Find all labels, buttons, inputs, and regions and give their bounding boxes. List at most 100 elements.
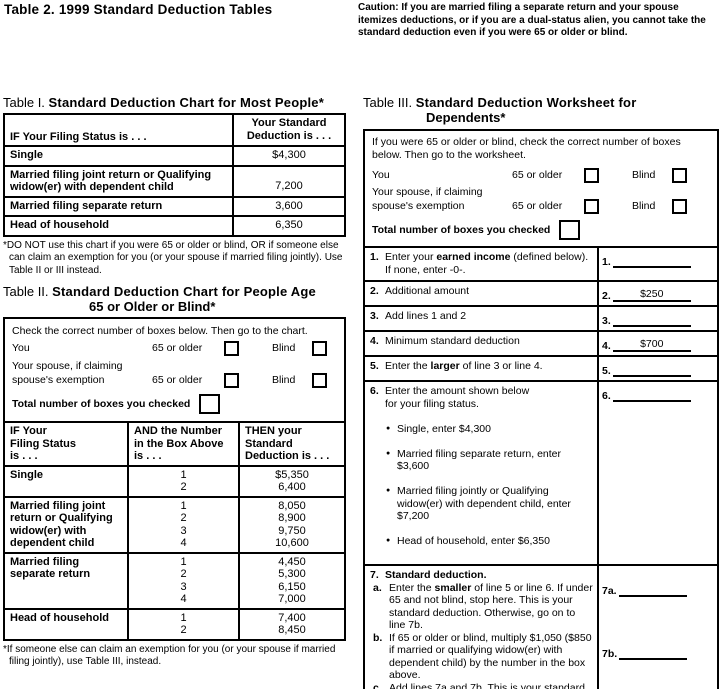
bullet-item: ● Married filing separate return, enter $… <box>386 447 561 473</box>
checkbox-spouse-older[interactable] <box>584 199 599 214</box>
box-number-cell: 1 2 <box>127 607 240 641</box>
filing-status-cell: Married filing joint return or Qualifyin… <box>3 495 129 554</box>
worksheet-line-4: 4. Minimum standard deduction 4. $700 <box>365 332 717 357</box>
bullet-icon: ● <box>386 449 391 457</box>
older-label: 65 or older <box>152 374 203 386</box>
deduction-amount-cell: 7,200 <box>232 164 346 198</box>
table2-group-married-joint: Married filing joint return or Qualifyin… <box>3 495 346 554</box>
total-boxes-label: Total number of boxes you checked <box>372 223 551 236</box>
line7-title: Standard deduction. <box>385 569 487 581</box>
table1-heading: Table I. Standard Deduction Chart for Mo… <box>3 95 346 110</box>
bullet-icon: ● <box>386 537 391 544</box>
line-number: 4. <box>370 335 379 347</box>
worksheet-line-3: 3. Add lines 1 and 2 3. <box>365 307 717 332</box>
caution-note: Caution: If you are married filing a sep… <box>358 2 706 38</box>
line-text: Enter the amount shown below for your fi… <box>385 385 530 410</box>
entry-line-7b[interactable] <box>619 646 688 660</box>
line-text: Additional amount <box>385 285 470 297</box>
you-label: You <box>372 169 390 181</box>
worksheet-line-2: 2. Additional amount 2. $250 <box>365 282 717 307</box>
table2-label: Table II. <box>3 284 49 299</box>
checkbox-total-boxes[interactable] <box>559 220 581 240</box>
entry-line-4[interactable]: $700 <box>612 338 691 352</box>
checkbox-you-blind[interactable] <box>312 341 327 356</box>
deduction-amount-cell: 3,600 <box>232 195 346 217</box>
box-number-cell: 1 2 3 4 <box>127 551 240 610</box>
deduction-amount-cell: 7,400 8,450 <box>238 607 346 641</box>
entry-line-2[interactable]: $250 <box>612 288 691 302</box>
entry-number: 7b. <box>602 648 618 660</box>
checkbox-total-boxes[interactable] <box>199 394 221 414</box>
spouse-label-line1: Your spouse, if claiming <box>372 186 483 198</box>
entry-line-6[interactable] <box>612 388 691 402</box>
table1-row-head-of-household: Head of household 6,350 <box>3 215 346 237</box>
table2-checkbox-panel: Check the correct number of boxes below.… <box>3 317 346 423</box>
entry-number: 5. <box>602 365 611 377</box>
table3-spouse-row: spouse's exemption 65 or older Blind <box>372 199 710 214</box>
spouse-label-line2: spouse's exemption <box>372 200 465 212</box>
table2-total-row: Total number of boxes you checked <box>12 394 337 414</box>
filing-status-cell: Head of household <box>3 607 129 641</box>
table1-col2-header: Your Standard Deduction is . . . <box>232 113 346 147</box>
filing-status-cell: Married filing joint return or Qualifyin… <box>3 164 234 198</box>
blind-label: Blind <box>632 169 656 181</box>
total-boxes-label: Total number of boxes you checked <box>12 397 191 410</box>
checkbox-you-older[interactable] <box>224 341 239 356</box>
checkbox-you-older[interactable] <box>584 168 599 183</box>
table1-col1-header: IF Your Filing Status is . . . <box>3 113 234 147</box>
deduction-amount-cell: $4,300 <box>232 145 346 167</box>
table3-heading: Table III. Standard Deduction Worksheet … <box>363 95 719 110</box>
entry-line-3[interactable] <box>612 313 691 327</box>
entry-line-7a[interactable] <box>618 583 687 597</box>
older-label: 65 or older <box>152 342 203 354</box>
checkbox-spouse-older[interactable] <box>224 373 239 388</box>
page-title: Table 2. 1999 Standard Deduction Tables <box>4 2 273 17</box>
table2-header-row: IF Your Filing Status is . . . AND the N… <box>3 421 346 467</box>
entry-number: 4. <box>602 340 611 352</box>
worksheet-line-5: 5. Enter the larger of line 3 or line 4. … <box>365 357 717 382</box>
older-label: 65 or older <box>512 200 563 212</box>
line-number: 5. <box>370 360 379 372</box>
entry-number: 6. <box>602 390 611 402</box>
table2-chart: IF Your Filing Status is . . . AND the N… <box>3 421 346 641</box>
bullet-item: ● Single, enter $4,300 <box>386 422 491 435</box>
line7b: b. If 65 or older or blind, multiply $1,0… <box>373 631 592 682</box>
table1: IF Your Filing Status is . . . Your Stan… <box>3 113 346 237</box>
line-text: Enter your earned income (defined below)… <box>385 251 589 276</box>
line-number: 6. <box>370 385 379 397</box>
table1-title: Standard Deduction Chart for Most People… <box>48 95 324 110</box>
worksheet-line-7: 7. Standard deduction. a. Enter the smalle… <box>365 566 717 689</box>
line-number: 7. <box>370 569 379 581</box>
entry-number: 2. <box>602 290 611 302</box>
table2-col1-header: IF Your Filing Status is . . . <box>3 421 129 467</box>
entry-line-1[interactable] <box>612 254 691 268</box>
table1-label: Table I. <box>3 95 45 110</box>
deduction-amount-cell: 4,450 5,300 6,150 7,000 <box>238 551 346 610</box>
bullet-item: ● Married filing jointly or Qualifying wi… <box>386 485 571 522</box>
entry-line-5[interactable] <box>612 363 691 377</box>
bullet-item: ● Head of household, enter $6,350 <box>386 535 550 547</box>
checkbox-spouse-blind[interactable] <box>672 199 687 214</box>
blind-label: Blind <box>272 374 296 386</box>
table2-group-married-separate: Married filing separate return 1 2 3 4 4… <box>3 551 346 610</box>
bullet-icon: ● <box>386 424 391 432</box>
you-label: You <box>12 342 30 354</box>
filing-status-cell: Head of household <box>3 215 234 237</box>
entry-number: 7a. <box>602 585 617 597</box>
table3-title-line1: Standard Deduction Worksheet for <box>415 95 637 110</box>
deduction-amount-cell: 8,050 8,900 9,750 10,600 <box>238 495 346 554</box>
table3-total-row: Total number of boxes you checked <box>372 220 710 240</box>
bullet-icon: ● <box>386 487 391 494</box>
deduction-amount-cell: 6,350 <box>232 215 346 237</box>
table2-heading: Table II. Standard Deduction Chart for P… <box>3 284 346 299</box>
blind-label: Blind <box>272 342 296 354</box>
table2-footnote: *If someone else can claim an exemption … <box>3 643 336 668</box>
line-text: Minimum standard deduction <box>385 335 520 347</box>
checkbox-you-blind[interactable] <box>672 168 687 183</box>
table3-label: Table III. <box>363 95 413 110</box>
filing-status-cell: Married filing separate return <box>3 195 234 217</box>
table3-title-line2: Dependents* <box>426 110 506 125</box>
table3-checkbox-section: If you were 65 or older or blind, check … <box>365 131 717 248</box>
checkbox-spouse-blind[interactable] <box>312 373 327 388</box>
